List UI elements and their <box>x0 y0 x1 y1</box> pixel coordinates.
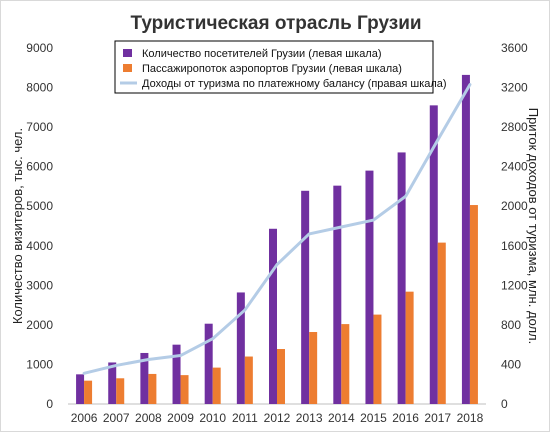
y-tick-left: 0 <box>46 397 53 411</box>
x-tick: 2007 <box>103 411 130 425</box>
y-tick-right: 2000 <box>501 199 528 213</box>
y-tick-right: 3600 <box>501 41 528 55</box>
bar-visitors <box>236 292 245 404</box>
y-tick-left: 2000 <box>26 318 53 332</box>
x-tick: 2011 <box>232 411 258 425</box>
bar-visitors <box>397 152 406 404</box>
bar-visitors <box>108 362 117 404</box>
bar-visitors <box>461 74 470 405</box>
y-tick-left: 3000 <box>26 278 53 292</box>
y-tick-left: 8000 <box>26 81 53 95</box>
bar-visitors <box>204 323 213 404</box>
x-tick: 2008 <box>135 411 162 425</box>
x-tick: 2010 <box>199 411 226 425</box>
y-tick-left: 5000 <box>26 199 53 213</box>
bar-visitors <box>301 190 310 404</box>
x-axis-ticks: 2006 2007 2008 2009 2010 2011 2012 2013 2014 2015… <box>71 411 484 425</box>
legend-swatch <box>123 49 132 57</box>
legend-label: Доходы от туризма по платежному балансу … <box>142 78 447 90</box>
bar-airport-passengers <box>116 378 125 404</box>
y-tick-left: 1000 <box>26 357 53 371</box>
bar-airport-passengers <box>244 356 253 404</box>
bar-airport-passengers <box>180 375 189 404</box>
y-tick-right: 400 <box>501 357 521 371</box>
x-tick: 2006 <box>71 411 98 425</box>
bar-airport-passengers <box>373 314 382 404</box>
x-tick: 2014 <box>328 411 355 425</box>
bar-visitors <box>140 352 149 404</box>
x-tick: 2009 <box>167 411 194 425</box>
y-tick-left: 9000 <box>26 41 53 55</box>
legend: Количество посетителей Грузии (левая шка… <box>114 40 447 94</box>
y-tick-left: 6000 <box>26 160 53 174</box>
x-tick: 2018 <box>457 411 484 425</box>
left-axis-ticks: 0 1000 2000 3000 4000 5000 6000 7000 8000 9000 <box>26 41 53 411</box>
y-tick-right: 3200 <box>501 81 528 95</box>
legend-box <box>114 40 434 94</box>
legend-label: Пассажиропоток аэропортов Грузии (левая … <box>142 63 402 75</box>
y-tick-right: 2800 <box>501 120 528 134</box>
bar-visitors <box>172 344 181 404</box>
chart-title: Туристическая отрасль Грузии <box>130 13 421 34</box>
bar-airport-passengers <box>212 367 221 404</box>
y-axis-label-left: Количество визитеров, тыс. чел. <box>10 128 25 324</box>
bar-airport-passengers <box>469 205 478 404</box>
legend-label: Количество посетителей Грузии (левая шка… <box>142 48 382 60</box>
x-tick: 2017 <box>424 411 451 425</box>
bar-visitors <box>76 374 85 404</box>
x-tick: 2016 <box>392 411 419 425</box>
right-axis-ticks: 0 400 800 1200 1600 2000 2400 2800 3200 3600 <box>501 41 528 411</box>
legend-swatch <box>123 64 132 72</box>
bar-airport-passengers <box>405 291 414 404</box>
bars <box>76 74 478 405</box>
y-tick-right: 800 <box>501 318 521 332</box>
bar-airport-passengers <box>309 332 318 404</box>
bar-airport-passengers <box>437 242 446 404</box>
bar-visitors <box>429 105 438 404</box>
bar-visitors <box>269 228 277 404</box>
bar-airport-passengers <box>84 380 93 404</box>
bar-airport-passengers <box>341 324 350 404</box>
bar-airport-passengers <box>148 373 157 404</box>
y-tick-left: 4000 <box>26 239 53 253</box>
y-tick-right: 2400 <box>501 160 528 174</box>
y-tick-right: 1200 <box>501 278 528 292</box>
y-tick-right: 0 <box>501 397 508 411</box>
line-tourism-revenue <box>82 83 472 375</box>
lines <box>82 83 472 375</box>
y-tick-right: 1600 <box>501 239 528 253</box>
x-tick: 2015 <box>360 411 387 425</box>
x-tick: 2012 <box>264 411 291 425</box>
bar-visitors <box>365 170 374 404</box>
y-tick-left: 7000 <box>26 120 53 134</box>
bar-visitors <box>333 185 342 404</box>
y-axis-label-right: Приток доходов от туризма, млн. долл. <box>526 108 541 345</box>
x-tick: 2013 <box>296 411 323 425</box>
bar-airport-passengers <box>277 349 285 404</box>
